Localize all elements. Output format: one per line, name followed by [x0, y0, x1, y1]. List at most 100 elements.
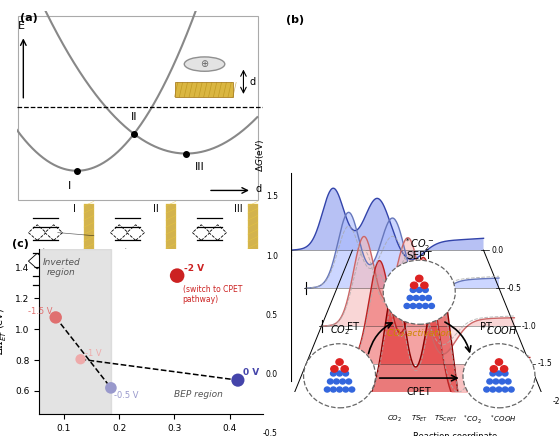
Circle shape: [496, 371, 502, 376]
Circle shape: [490, 371, 496, 376]
Text: ⊕: ⊕: [201, 59, 209, 69]
Text: 1.0: 1.0: [266, 252, 278, 261]
Circle shape: [407, 296, 413, 300]
Circle shape: [328, 379, 333, 384]
Text: -1.0: -1.0: [522, 321, 537, 330]
Circle shape: [426, 296, 432, 300]
Text: 0.0: 0.0: [266, 370, 278, 379]
FancyBboxPatch shape: [84, 204, 94, 293]
Text: -2 V: -2 V: [184, 263, 204, 272]
Text: I: I: [68, 181, 71, 191]
Ellipse shape: [184, 57, 225, 71]
Text: CO₂ activation: CO₂ activation: [387, 329, 452, 338]
Text: SEPT: SEPT: [406, 251, 432, 261]
Circle shape: [410, 303, 416, 309]
Circle shape: [341, 366, 348, 372]
Circle shape: [336, 359, 343, 365]
Circle shape: [324, 387, 330, 392]
Text: III: III: [195, 161, 204, 171]
Text: (c): (c): [12, 238, 29, 249]
FancyBboxPatch shape: [166, 204, 176, 293]
Circle shape: [404, 303, 410, 309]
Polygon shape: [29, 253, 46, 269]
Text: ET: ET: [347, 322, 359, 331]
Circle shape: [505, 379, 511, 384]
Text: d: d: [249, 77, 255, 87]
Polygon shape: [45, 225, 63, 240]
Text: $^*COOH$: $^*COOH$: [489, 414, 517, 425]
Circle shape: [419, 296, 425, 300]
Point: [173, 272, 182, 279]
Text: $TS_{CPE7}$: $TS_{CPE7}$: [434, 414, 456, 424]
Text: II: II: [131, 112, 137, 123]
Circle shape: [416, 287, 422, 293]
Text: BEP region: BEP region: [174, 390, 223, 399]
Circle shape: [343, 387, 349, 392]
Text: $^*COOH$: $^*COOH$: [480, 323, 518, 337]
Circle shape: [337, 387, 342, 392]
Circle shape: [330, 387, 336, 392]
Circle shape: [410, 287, 416, 293]
Polygon shape: [209, 225, 226, 240]
Polygon shape: [29, 225, 46, 240]
Circle shape: [499, 379, 505, 384]
Polygon shape: [110, 225, 128, 240]
Text: PT: PT: [480, 322, 491, 331]
Circle shape: [503, 387, 508, 392]
Polygon shape: [192, 253, 210, 269]
Text: -1 V: -1 V: [85, 349, 102, 358]
Text: E: E: [18, 20, 25, 31]
Circle shape: [349, 387, 355, 392]
Text: $CO_2$: $CO_2$: [387, 414, 402, 424]
Circle shape: [493, 379, 499, 384]
Circle shape: [346, 379, 352, 384]
Circle shape: [503, 371, 508, 376]
Circle shape: [304, 344, 376, 408]
Circle shape: [490, 366, 498, 372]
Circle shape: [487, 379, 492, 384]
Circle shape: [337, 371, 342, 376]
Text: -1.5: -1.5: [538, 359, 552, 368]
Circle shape: [423, 287, 428, 293]
Polygon shape: [127, 253, 145, 269]
Polygon shape: [110, 253, 128, 269]
Text: II: II: [153, 204, 159, 214]
Text: -0.5: -0.5: [506, 283, 522, 293]
Circle shape: [496, 387, 502, 392]
Text: Reaction coordinate: Reaction coordinate: [413, 432, 498, 436]
Polygon shape: [138, 252, 176, 259]
Circle shape: [410, 282, 418, 289]
Text: $^*CO_2$: $^*CO_2$: [462, 414, 482, 426]
Text: -0.5 V: -0.5 V: [114, 391, 139, 400]
Text: III: III: [234, 204, 243, 214]
Text: (switch to CPET
pathway): (switch to CPET pathway): [183, 285, 242, 304]
Circle shape: [421, 282, 428, 289]
Polygon shape: [192, 225, 210, 240]
Text: 0.5: 0.5: [266, 311, 278, 320]
Circle shape: [334, 379, 339, 384]
Circle shape: [343, 371, 349, 376]
Circle shape: [416, 275, 423, 282]
Circle shape: [416, 303, 422, 309]
Text: $CO_2$: $CO_2$: [329, 323, 349, 337]
Point: [76, 356, 85, 363]
Circle shape: [500, 366, 508, 372]
Circle shape: [331, 366, 338, 372]
Text: d: d: [255, 184, 261, 194]
Circle shape: [495, 359, 503, 365]
Circle shape: [509, 387, 514, 392]
Circle shape: [340, 379, 345, 384]
Text: -1.5 V: -1.5 V: [28, 307, 53, 316]
FancyBboxPatch shape: [248, 204, 258, 293]
Y-axis label: $\Delta\Omega^{\ddagger}_{ET}$ (eV): $\Delta\Omega^{\ddagger}_{ET}$ (eV): [0, 308, 10, 355]
Text: 1.5: 1.5: [266, 192, 278, 201]
Bar: [39, 249, 111, 414]
Point: [234, 377, 243, 384]
Circle shape: [383, 260, 455, 324]
Polygon shape: [45, 253, 63, 269]
Text: -0.5: -0.5: [263, 429, 278, 436]
Circle shape: [429, 303, 434, 309]
Text: 0.0: 0.0: [491, 245, 503, 255]
Circle shape: [484, 387, 490, 392]
Text: $\Delta G$(eV): $\Delta G$(eV): [254, 139, 266, 172]
